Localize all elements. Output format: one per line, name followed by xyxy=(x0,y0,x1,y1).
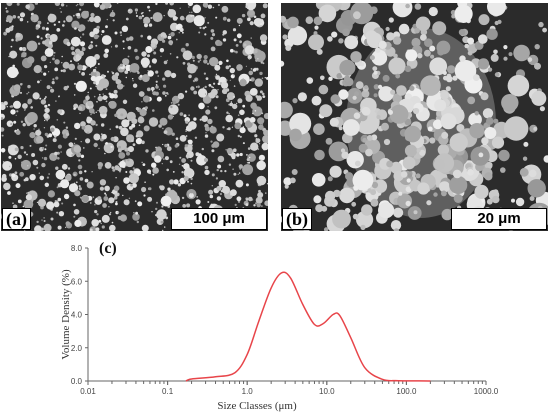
y-tick-label: 0.0 xyxy=(71,377,83,386)
x-tick-label: 1.0 xyxy=(242,387,254,396)
micrograph-b-image xyxy=(281,3,548,231)
x-axis-title: Size Classes (μm) xyxy=(217,400,297,412)
y-tick-label: 2.0 xyxy=(71,344,83,353)
panel-a-label: (a) xyxy=(2,208,31,230)
y-tick-label: 4.0 xyxy=(71,311,83,320)
x-tick-label: 0.1 xyxy=(162,387,174,396)
micrograph-a: (a) 100 μm xyxy=(1,3,268,231)
x-tick-label: 1000.0 xyxy=(474,387,499,396)
panel-a-scalebar: 100 μm xyxy=(171,208,267,230)
x-tick-label: 0.01 xyxy=(80,387,96,396)
x-tick-label: 100.0 xyxy=(396,387,417,396)
particles xyxy=(1,3,268,231)
y-tick-label: 8.0 xyxy=(71,244,83,253)
y-axis-title: Volume Density (%) xyxy=(60,269,72,360)
particles xyxy=(281,3,548,231)
panel-b-label: (b) xyxy=(282,208,312,230)
size-distribution-chart: 0.0 2.0 4.0 6.0 8.0 0.01 0.1 1.0 10.0 100.0 1000.0… xyxy=(60,244,499,412)
y-tick-label: 6.0 xyxy=(71,277,83,286)
micrograph-a-image xyxy=(1,3,268,231)
panel-c-label: (c) xyxy=(99,240,117,257)
panel-b-scalebar: 20 μm xyxy=(451,208,547,230)
micrograph-b: (b) 20 μm xyxy=(281,3,548,231)
x-tick-label: 10.0 xyxy=(319,387,335,396)
series-line xyxy=(185,271,431,382)
